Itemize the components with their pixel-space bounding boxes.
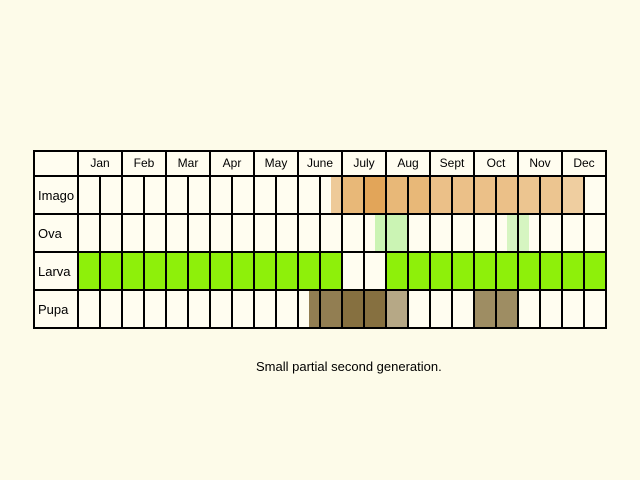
stage-bar-imago-1 [342, 177, 364, 213]
chart-caption: Small partial second generation. [256, 359, 442, 374]
stage-bar-pupa-0 [309, 291, 342, 327]
month-label-aug: Aug [397, 156, 418, 170]
stage-bar-pupa-2 [386, 291, 408, 327]
month-label-feb: Feb [134, 156, 155, 170]
stage-bar-ova-0 [375, 215, 408, 251]
month-label-dec: Dec [573, 156, 594, 170]
month-label-sept: Sept [440, 156, 465, 170]
month-label-june: June [307, 156, 333, 170]
month-label-apr: Apr [223, 156, 242, 170]
stage-bar-imago-7 [562, 177, 584, 213]
stage-label-imago: Imago [38, 188, 74, 203]
month-label-nov: Nov [529, 156, 550, 170]
month-label-july: July [353, 156, 374, 170]
stage-label-ova: Ova [38, 226, 63, 241]
month-label-may: May [265, 156, 288, 170]
month-label-mar: Mar [178, 156, 199, 170]
month-label-oct: Oct [487, 156, 506, 170]
stage-label-larva: Larva [38, 264, 71, 279]
stage-bar-imago-2 [364, 177, 386, 213]
stage-label-pupa: Pupa [38, 302, 69, 317]
month-label-jan: Jan [90, 156, 109, 170]
stage-bar-imago-0 [331, 177, 342, 213]
